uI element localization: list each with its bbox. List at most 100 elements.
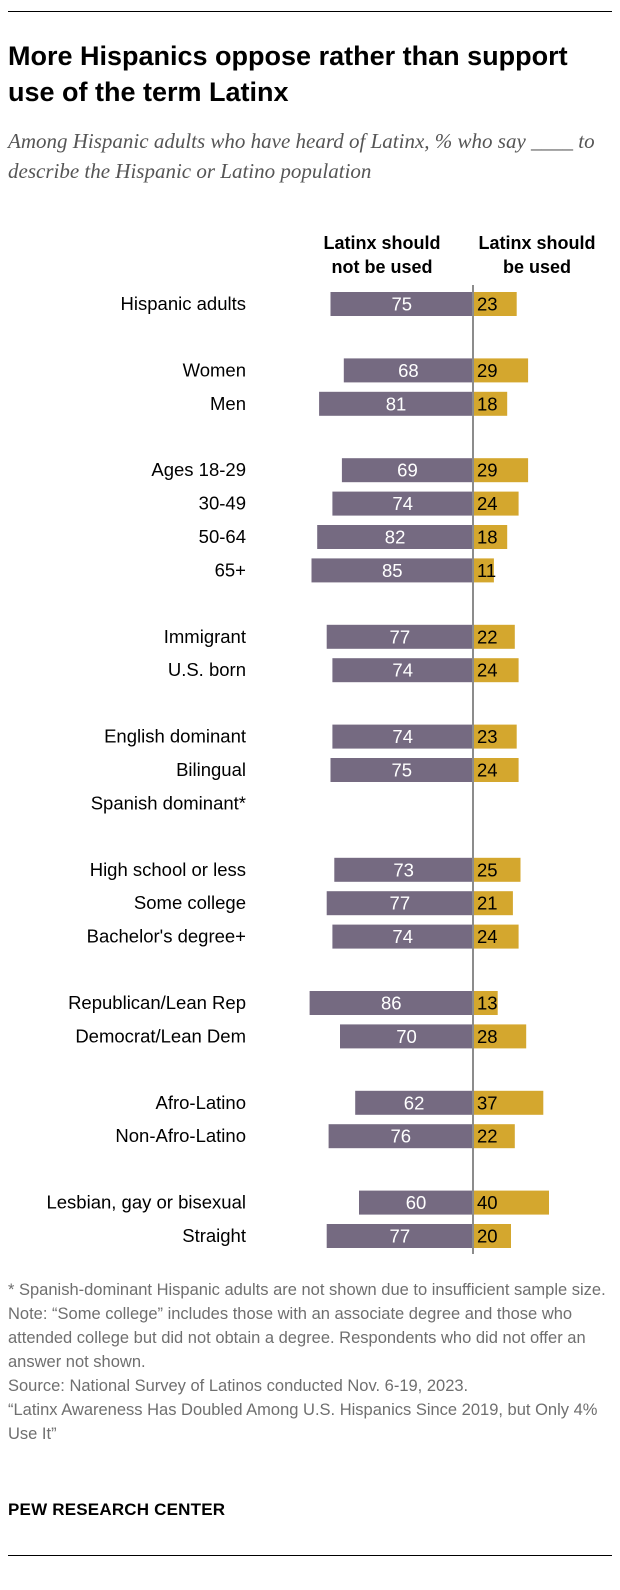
data-label-used: 22 [477,1126,498,1147]
category-label: Straight [182,1225,246,1246]
bar-used [473,1224,511,1248]
report-title-note: “Latinx Awareness Has Doubled Among U.S.… [8,1401,598,1443]
bar-not-used [326,624,473,649]
category-label: Immigrant [164,626,246,647]
column-header-used: Latinx should be used [478,233,596,277]
bar-used [473,1190,549,1215]
data-label-not-used: 85 [382,560,403,581]
category-label: Democrat/Lean Dem [75,1025,246,1046]
bar-used [473,658,519,683]
bar-used [473,558,494,583]
data-label-used: 24 [477,760,498,781]
data-label-used: 13 [477,993,498,1014]
data-label-not-used: 82 [385,527,406,548]
category-label: 50-64 [199,526,246,547]
bar-not-used [341,458,473,483]
bar-not-used [359,1190,473,1215]
data-label-used: 29 [477,360,498,381]
data-label-not-used: 77 [390,1226,411,1247]
bar-not-used [355,1090,473,1115]
bar-not-used [328,1124,473,1149]
bar-used [473,1090,544,1115]
category-label: Spanish dominant* [91,792,246,813]
bar-used [473,724,517,749]
bar-not-used [332,924,473,949]
data-label-not-used: 81 [386,393,407,414]
category-label: 30-49 [199,493,246,514]
bar-not-used [334,857,473,882]
data-label-used: 22 [477,626,498,647]
chart-notes: * Spanish-dominant Hispanic adults are n… [8,1278,612,1446]
bar-used [473,458,529,483]
data-label-not-used: 60 [406,1192,427,1213]
data-label-not-used: 74 [392,493,413,514]
data-label-not-used: 75 [391,760,412,781]
data-label-not-used: 68 [398,360,419,381]
bar-not-used [309,991,473,1015]
chart-subtitle: Among Hispanic adults who have heard of … [8,129,595,183]
category-label: Lesbian, gay or bisexual [46,1192,246,1213]
category-label: Afro-Latino [156,1092,247,1113]
data-label-used: 24 [477,660,498,681]
data-label-not-used: 74 [392,726,413,747]
bar-not-used [326,891,473,916]
note-some-college: Note: “Some college” includes those with… [8,1305,586,1371]
data-label-not-used: 62 [404,1092,425,1113]
category-label: English dominant [104,726,246,747]
data-label-used: 37 [477,1092,498,1113]
bar-not-used [332,658,473,683]
data-label-used: 29 [477,460,498,481]
data-label-not-used: 77 [390,626,411,647]
category-label: Bachelor's degree+ [87,926,246,947]
data-label-used: 18 [477,527,498,548]
category-label: Women [183,359,246,380]
data-label-used: 21 [477,893,498,914]
data-label-used: 25 [477,859,498,880]
data-label-used: 20 [477,1226,498,1247]
category-label: High school or less [90,859,246,880]
data-label-not-used: 74 [392,660,413,681]
bar-not-used [326,1224,473,1248]
bar-used [473,358,529,383]
bar-used [473,525,508,549]
category-label: Men [210,393,246,414]
bar-used [473,991,498,1015]
data-label-not-used: 76 [391,1126,412,1147]
bar-used [473,491,519,516]
bar-not-used [317,525,473,549]
bar-not-used [330,758,473,782]
bar-not-used [340,1024,473,1049]
bar-used [473,1024,527,1049]
data-label-used: 18 [477,393,498,414]
bar-used [473,391,508,416]
bar-not-used [343,358,473,383]
bar-not-used [330,292,473,316]
bar-used [473,857,521,882]
data-label-used: 24 [477,926,498,947]
bar-not-used [311,558,473,583]
category-label: Ages 18-29 [151,459,246,480]
data-label-not-used: 70 [396,1026,417,1047]
source-note: Source: National Survey of Latinos condu… [8,1377,469,1395]
data-label-not-used: 86 [381,993,402,1014]
data-label-used: 24 [477,493,498,514]
category-label: Non-Afro-Latino [115,1125,246,1146]
footnote-spanish-dominant: * Spanish-dominant Hispanic adults are n… [8,1281,606,1299]
category-label: U.S. born [168,659,246,680]
diverging-bar-chart: Hispanic adults 75 23 Women 68 29 Men 81 18 Ages … [46,285,549,1254]
data-label-used: 40 [477,1192,498,1213]
category-label: 65+ [215,559,246,580]
bar-used [473,292,517,316]
brand-logo-text: PEW RESEARCH CENTER [8,1500,226,1519]
category-label: Republican/Lean Rep [68,992,246,1013]
data-label-used: 11 [477,560,496,581]
data-label-not-used: 75 [391,294,412,315]
bar-used [473,891,513,916]
data-label-not-used: 69 [397,460,418,481]
bar-used [473,758,519,782]
bottom-rule [8,1555,612,1556]
bar-used [473,624,515,649]
bar-used [473,924,519,949]
data-label-not-used: 73 [393,859,414,880]
category-label: Some college [134,892,246,913]
